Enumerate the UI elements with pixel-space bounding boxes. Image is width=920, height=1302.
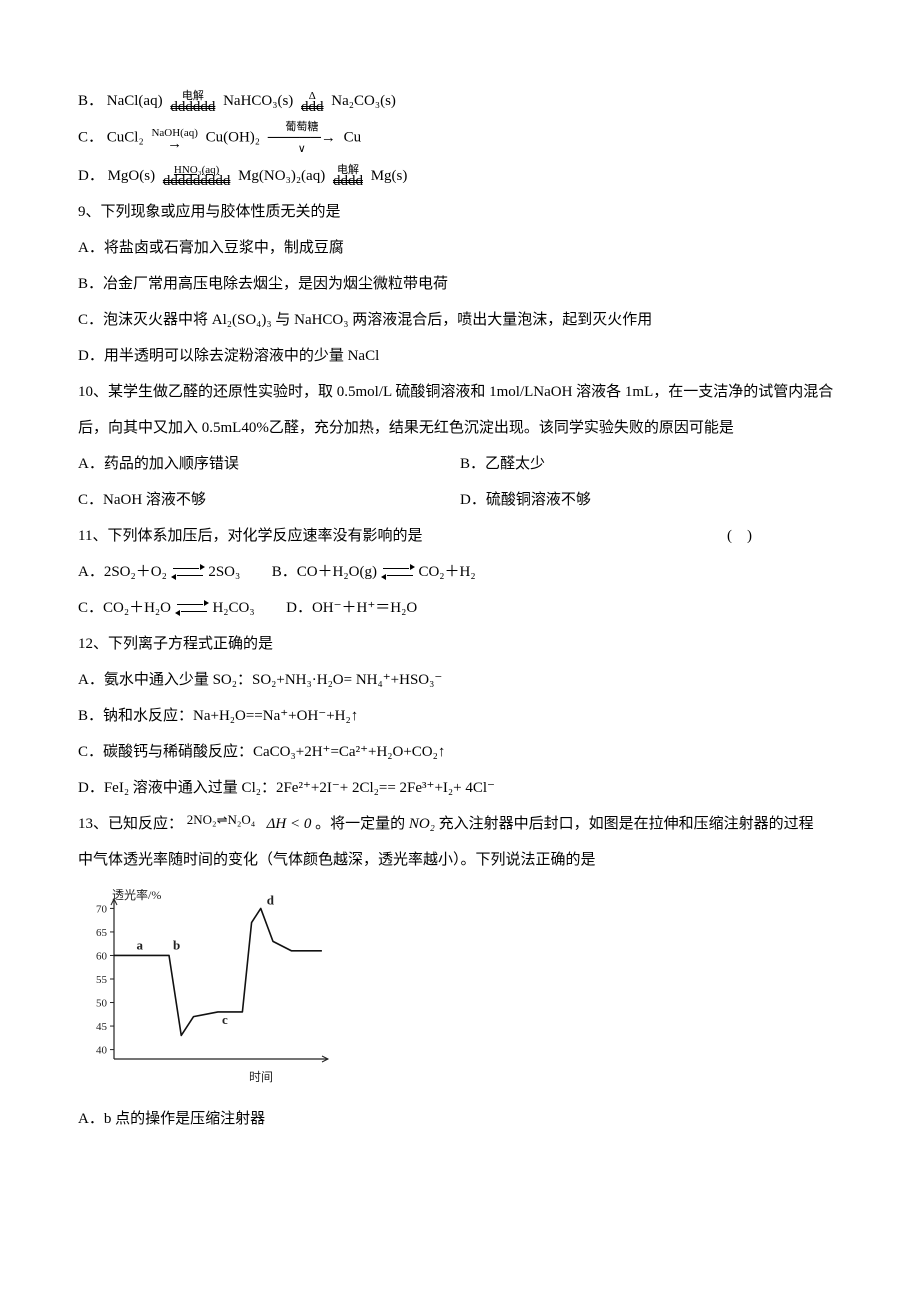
q13-stem1: 13、已知反应： 2NO₂⇌N₂O₄ ΔH < 0 。将一定量的 NO₂ 充入注… (78, 809, 842, 839)
q11-a-post: 2SO₃ (208, 564, 240, 580)
option-d-seg-b: Mg(NO₃)₂(aq) (238, 168, 325, 184)
q12-d: D．FeI₂ 溶液中通入过量 Cl₂：2Fe²⁺+2I⁻+ 2Cl₂== 2Fe… (78, 773, 842, 803)
option-b-line: B． NaCl(aq) 电解 dddddd NaHCO₃(s) Δ ddd Na… (78, 86, 842, 116)
equil-icon (383, 566, 413, 578)
q10-row1: A．药品的加入顺序错误 B．乙醛太少 (78, 449, 842, 485)
q10-row2: C．NaOH 溶液不够 D．硫酸铜溶液不够 (78, 485, 842, 521)
q13-pre: 13、已知反应： (78, 816, 183, 832)
q9-c: C．泡沫灭火器中将 Al₂(SO₄)₃ 与 NaHCO₃ 两溶液混合后，喷出大量… (78, 305, 842, 335)
option-c-prefix: C． (78, 130, 103, 146)
option-d-rxn1: HNO₃(aq) ddddddddd (163, 165, 231, 187)
q13-no2: NO₂ (409, 816, 435, 832)
q9-a: A．将盐卤或石膏加入豆浆中，制成豆腐 (78, 233, 842, 263)
q10-stem1: 10、某学生做乙醛的还原性实验时，取 0.5mol/L 硫酸铜溶液和 1mol/… (78, 377, 842, 407)
equil-icon (177, 602, 207, 614)
q11-c-pre: C．CO₂＋H₂O (78, 600, 171, 616)
q10-d: D．硫酸铜溶液不够 (460, 485, 842, 515)
q13-mid1: 。将一定量的 (315, 816, 409, 832)
q11-b-post: CO₂＋H₂ (418, 564, 475, 580)
svg-text:65: 65 (96, 926, 108, 938)
q11-c-post: H₂CO₃ (212, 600, 254, 616)
q13-dh: ΔH < 0 (267, 816, 312, 832)
q9-b: B．冶金厂常用高压电除去烟尘，是因为烟尘微粒带电荷 (78, 269, 842, 299)
q10-stem2: 后，向其中又加入 0.5mL40%乙醛，充分加热，结果无红色沉淀出现。该同学实验… (78, 413, 842, 443)
option-d-prefix: D． (78, 168, 104, 184)
q10-b: B．乙醛太少 (460, 449, 842, 479)
option-c-rxn1: NaOH(aq) → (151, 128, 197, 150)
q11-d: D．OH⁻＋H⁺＝H₂O (286, 600, 417, 616)
option-c-rxn2: 葡萄糖 ─────→ ∨ (268, 122, 336, 155)
svg-text:45: 45 (96, 1021, 108, 1033)
q11-a-pre: A．2SO₂＋O₂ (78, 564, 167, 580)
option-b-prefix: B． (78, 93, 103, 109)
option-c-seg-c: Cu (344, 130, 362, 146)
option-d-seg-a: MgO(s) (108, 168, 156, 184)
q11-row2: C．CO₂＋H₂O H₂CO₃ D．OH⁻＋H⁺＝H₂O (78, 593, 842, 623)
q11-stem: 11、下列体系加压后，对化学反应速率没有影响的是 (78, 521, 727, 551)
option-d-rxn2: 电解 dddd (333, 165, 363, 187)
svg-text:55: 55 (96, 974, 108, 986)
option-d-seg-c: Mg(s) (371, 168, 408, 184)
transmittance-chart: 40 45 50 55 60 65 70 透光率/% 时间 a b c d (78, 889, 338, 1089)
svg-text:40: 40 (96, 1044, 108, 1056)
q12-c: C．碳酸钙与稀硝酸反应：CaCO₃+2H⁺=Ca²⁺+H₂O+CO₂↑ (78, 737, 842, 767)
q12-b: B．钠和水反应：Na+H₂O==Na⁺+OH⁻+H₂↑ (78, 701, 842, 731)
svg-text:b: b (173, 937, 180, 952)
q9-stem: 9、下列现象或应用与胶体性质无关的是 (78, 197, 842, 227)
option-c-seg-b: Cu(OH)₂ (206, 130, 260, 146)
q11-row1: A．2SO₂＋O₂ 2SO₃ B．CO＋H₂O(g) CO₂＋H₂ (78, 557, 842, 587)
q11-b-pre: B．CO＋H₂O(g) (272, 564, 377, 580)
q10-c: C．NaOH 溶液不够 (78, 485, 460, 515)
option-b-seg-c: Na₂CO₃(s) (331, 93, 396, 109)
equil-icon (173, 566, 203, 578)
option-c-seg-a: CuCl₂ (107, 130, 144, 146)
svg-text:透光率/%: 透光率/% (112, 889, 161, 902)
q10-a: A．药品的加入顺序错误 (78, 449, 460, 479)
svg-text:70: 70 (96, 903, 108, 915)
svg-text:d: d (267, 892, 275, 907)
svg-text:c: c (222, 1011, 228, 1026)
q13-a: A．b 点的操作是压缩注射器 (78, 1104, 842, 1134)
svg-text:时间: 时间 (249, 1070, 273, 1084)
option-b-rxn2: Δ ddd (301, 91, 324, 113)
svg-text:60: 60 (96, 950, 108, 962)
q11-stem-line: 11、下列体系加压后，对化学反应速率没有影响的是 ( ) (78, 521, 842, 551)
q9-d: D．用半透明可以除去淀粉溶液中的少量 NaCl (78, 341, 842, 371)
q13-mid2: 充入注射器中后封口，如图是在拉伸和压缩注射器的过程 (439, 816, 814, 832)
q11-paren: ( ) (727, 521, 842, 551)
option-b-seg-a: NaCl(aq) (107, 93, 163, 109)
svg-text:a: a (136, 937, 143, 952)
q12-stem: 12、下列离子方程式正确的是 (78, 629, 842, 659)
q13-stem2: 中气体透光率随时间的变化（气体颜色越深，透光率越小）。下列说法正确的是 (78, 845, 842, 875)
page: B． NaCl(aq) 电解 dddddd NaHCO₃(s) Δ ddd Na… (0, 0, 920, 1302)
option-b-rxn1: 电解 dddddd (170, 91, 215, 113)
q13-rxn: 2NO₂⇌N₂O₄ (187, 812, 256, 827)
svg-text:50: 50 (96, 997, 108, 1009)
option-d-line: D． MgO(s) HNO₃(aq) ddddddddd Mg(NO₃)₂(aq… (78, 161, 842, 191)
q12-a: A．氨水中通入少量 SO₂：SO₂+NH₃·H₂O= NH₄⁺+HSO₃⁻ (78, 665, 842, 695)
option-b-seg-b: NaHCO₃(s) (223, 93, 293, 109)
option-c-line: C． CuCl₂ NaOH(aq) → Cu(OH)₂ 葡萄糖 ─────→ ∨… (78, 122, 842, 155)
